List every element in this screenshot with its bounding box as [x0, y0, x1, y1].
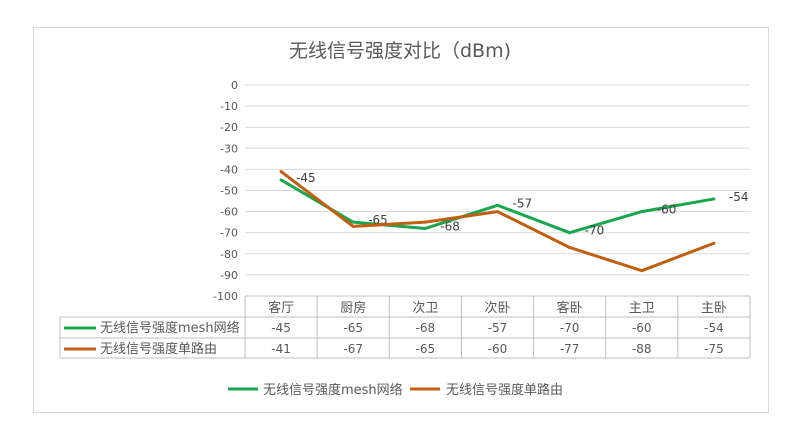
y-tick-label: -100: [213, 290, 238, 303]
table-series-name: 无线信号强度mesh网络: [100, 320, 240, 336]
table-cell: -67: [343, 342, 363, 356]
data-label: -57: [513, 196, 533, 210]
y-tick-label: 0: [231, 79, 238, 92]
y-tick-label: -80: [220, 248, 238, 261]
y-tick-label: -30: [220, 142, 238, 155]
table-series-name: 无线信号强度单路由: [100, 341, 217, 357]
data-point: [712, 241, 716, 245]
y-tick-label: -20: [220, 121, 238, 134]
table-cell: -57: [488, 321, 508, 335]
data-point: [496, 203, 499, 207]
category-label: 主卧: [701, 301, 727, 316]
legend-label-1: 无线信号强度单路由: [446, 382, 563, 398]
table-cell: -70: [560, 321, 580, 335]
table-cell: -65: [416, 342, 436, 356]
table-cell: -45: [271, 321, 291, 335]
data-point: [351, 224, 355, 228]
y-tick-label: -10: [220, 100, 238, 113]
table-cell: -88: [632, 342, 652, 356]
y-tick-label: -50: [220, 185, 238, 198]
data-point: [279, 170, 283, 174]
table-cell: -54: [704, 321, 724, 335]
y-tick-label: -40: [220, 163, 238, 176]
data-point: [640, 269, 644, 273]
table-cell: -75: [704, 342, 724, 356]
category-label: 次卫: [412, 300, 438, 316]
y-tick-label: -60: [220, 206, 238, 219]
data-label: -68: [440, 219, 460, 233]
data-label: -54: [729, 190, 749, 204]
data-point: [279, 178, 283, 182]
table-cell: -60: [632, 321, 652, 335]
data-point: [496, 210, 499, 214]
legend-label-0: 无线信号强度mesh网络: [263, 382, 403, 398]
table-cell: -77: [560, 342, 580, 356]
category-label: 客厅: [268, 300, 294, 316]
chart-frame: [33, 27, 769, 413]
category-label: 主卫: [629, 301, 655, 316]
series-line-1: [280, 170, 715, 273]
data-point: [568, 231, 572, 235]
data-point: [423, 226, 427, 230]
data-point: [351, 220, 355, 224]
data-point: [712, 197, 716, 201]
y-tick-label: -90: [220, 269, 238, 282]
chart-title: 无线信号强度对比（dBm): [289, 40, 511, 62]
table-cell: -68: [416, 321, 436, 335]
category-label: 厨房: [340, 300, 366, 316]
category-label: 客卧: [557, 300, 583, 316]
data-point: [423, 220, 427, 224]
table-cell: -41: [271, 342, 291, 356]
data-label: -70: [585, 224, 605, 238]
data-point: [568, 245, 572, 249]
data-label: -45: [296, 171, 316, 185]
y-tick-label: -70: [220, 227, 238, 240]
category-label: 次卧: [484, 300, 510, 316]
table-cell: -60: [488, 342, 508, 356]
table-cell: -65: [343, 321, 363, 335]
data-label: -60: [657, 203, 677, 217]
data-point: [640, 210, 644, 214]
